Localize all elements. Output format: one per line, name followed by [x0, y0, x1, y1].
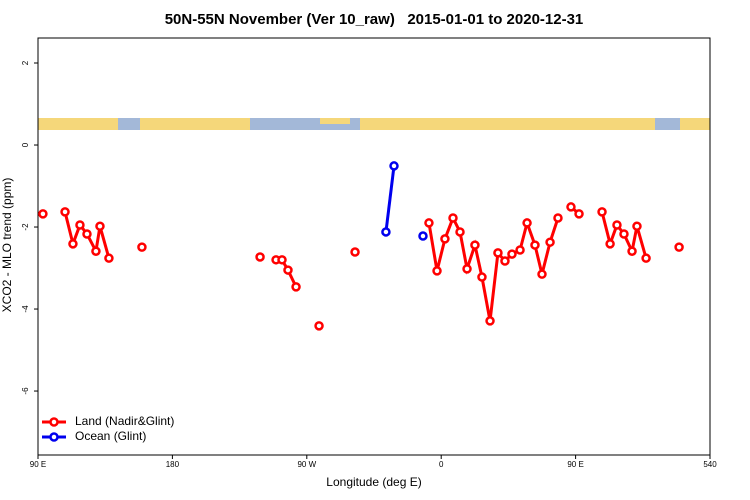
- data-point: [477, 272, 487, 282]
- data-point: [627, 246, 637, 256]
- y-tick-label: 2: [21, 60, 30, 65]
- chart-title: 50N-55N November (Ver 10_raw) 2015-01-01…: [165, 11, 584, 28]
- data-point: [277, 255, 287, 265]
- data-point: [537, 269, 547, 279]
- data-point: [448, 213, 458, 223]
- data-point: [619, 229, 629, 239]
- series-line: [384, 165, 396, 233]
- data-point: [291, 282, 301, 292]
- data-point: [255, 252, 265, 262]
- data-point: [470, 240, 480, 250]
- data-point: [137, 242, 147, 252]
- land-ocean-strip: [38, 118, 710, 130]
- series-line: [427, 214, 560, 322]
- data-point: [597, 207, 607, 217]
- data-point: [95, 221, 105, 231]
- data-point: [500, 256, 510, 266]
- x-tick-label: 180: [166, 460, 180, 469]
- legend-marker: [49, 417, 59, 427]
- x-tick-label: 90 E: [567, 460, 583, 469]
- data-point: [493, 248, 503, 258]
- data-point: [522, 218, 532, 228]
- data-point: [574, 209, 584, 219]
- data-point: [75, 220, 85, 230]
- legend-label: Land (Nadir&Glint): [75, 414, 174, 428]
- data-point: [424, 218, 434, 228]
- y-tick-label: -4: [21, 305, 30, 313]
- data-point: [91, 246, 101, 256]
- x-tick-label: 90 W: [297, 460, 316, 469]
- data-point: [82, 229, 92, 239]
- data-point: [641, 253, 651, 263]
- data-point: [515, 245, 525, 255]
- data-point: [440, 234, 450, 244]
- x-tick-label: 0: [439, 460, 444, 469]
- data-point: [605, 239, 615, 249]
- plot-frame: [37, 37, 711, 456]
- legend-label: Ocean (Glint): [75, 429, 146, 443]
- data-point: [389, 161, 399, 171]
- data-point: [553, 213, 563, 223]
- data-point: [314, 321, 324, 331]
- data-point: [462, 264, 472, 274]
- data-point: [381, 227, 391, 237]
- data-point: [545, 237, 555, 247]
- x-tick-label: 540: [703, 460, 717, 469]
- data-point: [507, 249, 517, 259]
- data-point: [418, 231, 428, 241]
- data-point: [566, 202, 576, 212]
- x-tick-label: 90 E: [30, 460, 46, 469]
- data-point: [283, 265, 293, 275]
- data-point: [68, 239, 78, 249]
- data-point: [674, 242, 684, 252]
- y-axis-label: XCO2 - MLO trend (ppm): [0, 178, 14, 313]
- data-point: [632, 221, 642, 231]
- data-point: [60, 207, 70, 217]
- data-point: [612, 220, 622, 230]
- legend-marker: [49, 432, 59, 442]
- x-axis-label: Longitude (deg E): [326, 475, 421, 489]
- data-point: [530, 240, 540, 250]
- y-tick-label: -2: [21, 223, 30, 231]
- y-tick-label: -6: [21, 387, 30, 395]
- data-point: [104, 253, 114, 263]
- data-point: [350, 247, 360, 257]
- data-point: [455, 227, 465, 237]
- y-tick-label: 0: [21, 142, 30, 147]
- data-point: [432, 266, 442, 276]
- data-point: [38, 209, 48, 219]
- data-point: [485, 316, 495, 326]
